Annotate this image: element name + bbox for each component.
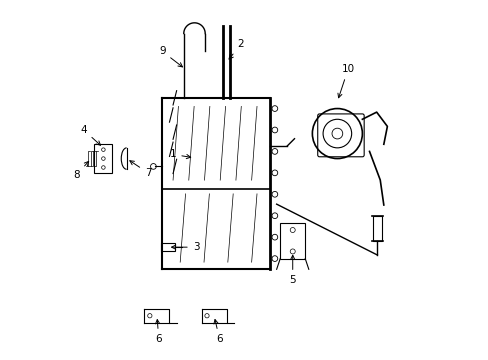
Bar [94,144,112,173]
Text: 2: 2 [228,39,244,59]
Text: 10: 10 [337,64,354,98]
Bar [160,243,175,251]
Text: 5: 5 [289,255,295,285]
Text: 6: 6 [155,320,162,344]
Bar [372,216,381,241]
Text: 6: 6 [213,320,223,344]
Text: 9: 9 [159,46,182,67]
Text: 8: 8 [73,161,88,180]
Text: 3: 3 [171,242,199,252]
Text: 7: 7 [130,161,151,178]
Text: 1: 1 [169,149,190,159]
Text: 4: 4 [80,125,101,145]
Bar [280,223,305,258]
